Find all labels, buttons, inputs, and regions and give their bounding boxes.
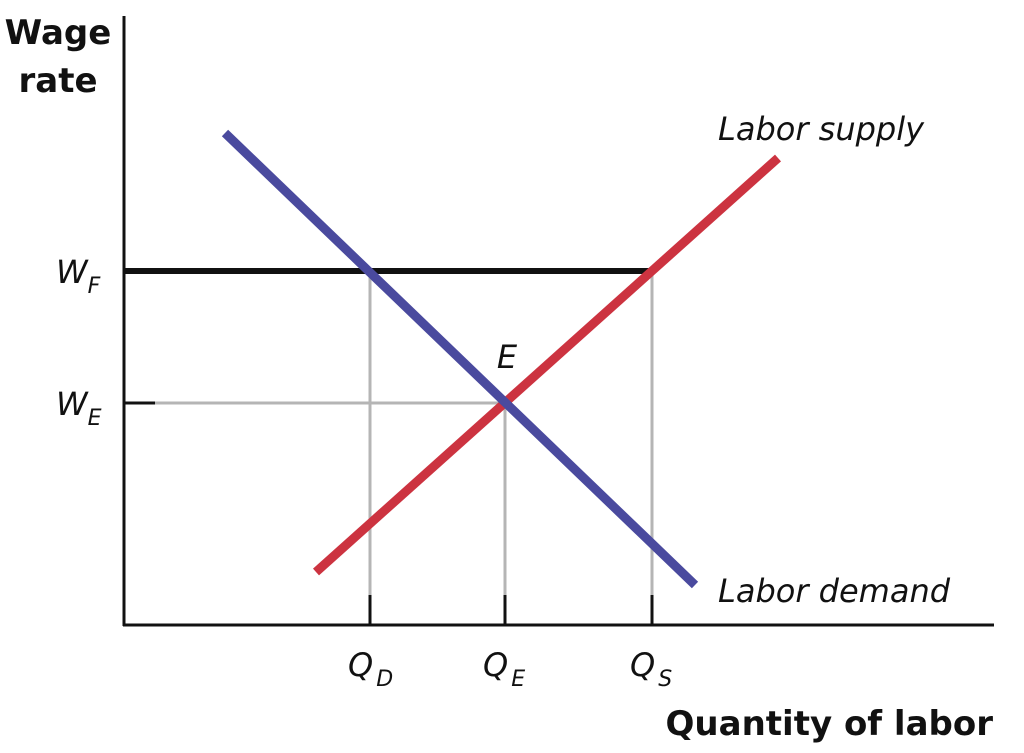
subscript: S xyxy=(658,667,672,692)
subscript: E xyxy=(511,667,525,692)
x-axis-title: Quantity of labor xyxy=(666,704,994,744)
symbol: Q xyxy=(483,646,508,684)
demand-label: Labor demand xyxy=(718,572,951,610)
symbol: W xyxy=(56,253,89,291)
supply-curve xyxy=(312,154,782,576)
symbol: W xyxy=(56,385,89,423)
subscript: E xyxy=(88,406,102,431)
wage-label: WF xyxy=(56,253,101,299)
equilibrium-label: E xyxy=(497,338,518,376)
symbol: Q xyxy=(348,646,373,684)
subscript: F xyxy=(88,274,101,299)
symbol: Q xyxy=(630,646,655,684)
y-axis-title: rate xyxy=(18,61,97,101)
demand-curve xyxy=(221,129,699,589)
wage-label: WE xyxy=(56,385,102,431)
y-axis-title: Wage xyxy=(5,13,112,53)
subscript: D xyxy=(376,667,393,692)
supply-label: Labor supply xyxy=(718,110,925,148)
